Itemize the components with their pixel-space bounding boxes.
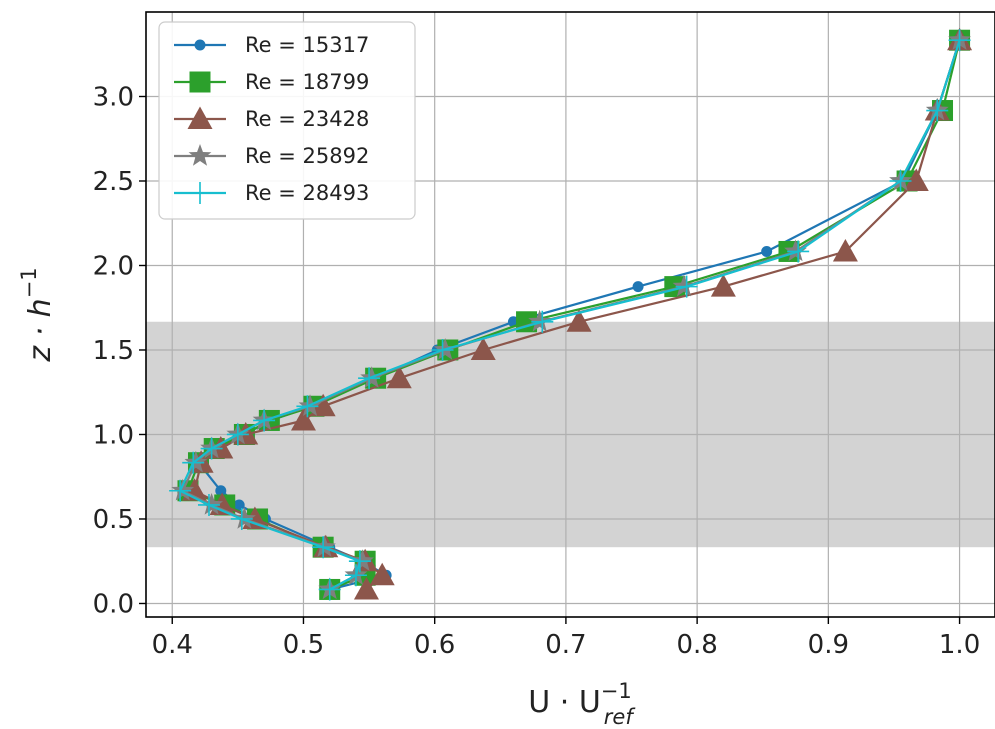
data-point: [903, 168, 929, 191]
legend-box: [158, 21, 416, 220]
y-tick-label: 3.0: [93, 82, 134, 112]
data-point: [358, 367, 381, 390]
data-point: [171, 478, 195, 501]
x-tick-label: 1.0: [939, 630, 980, 660]
y-tick-label: 2.0: [93, 251, 134, 281]
data-point: [233, 506, 256, 529]
data-point: [215, 485, 227, 497]
data-point: [230, 507, 253, 530]
y-tick-label: 0.5: [93, 505, 134, 535]
legend-marker: [187, 106, 213, 129]
data-point: [431, 338, 454, 361]
y-tick-label: 1.5: [93, 336, 134, 366]
data-point: [313, 535, 336, 557]
y-tick-label: 2.5: [93, 167, 134, 197]
y-axis-label: z · h−1: [17, 267, 58, 362]
data-point: [253, 409, 276, 432]
legend-label: Re = 28493: [245, 181, 369, 205]
tick-layer: 0.4 0.5 0.6 0.7 0.8 0.9 1.0 0.0 0.5 1.0 1.5 2.0 2.5 3…: [93, 82, 981, 660]
data-point: [787, 240, 810, 263]
data-point: [832, 238, 858, 262]
series-layer: [169, 27, 973, 601]
data-point: [926, 99, 949, 122]
plot-frame: [145, 11, 995, 618]
data-point: [369, 562, 395, 586]
data-point: [344, 564, 367, 587]
data-point: [312, 536, 335, 559]
data-point: [226, 423, 249, 446]
data-point: [710, 274, 736, 297]
data-point: [675, 275, 698, 298]
grid-layer: [146, 12, 995, 617]
legend-label: Re = 18799: [245, 70, 369, 94]
series-5: [169, 29, 971, 601]
data-point: [348, 550, 371, 573]
data-point: [296, 395, 319, 418]
data-point: [351, 549, 374, 571]
legend-label: Re = 15317: [245, 33, 369, 57]
x-tick-label: 0.4: [152, 630, 193, 660]
legend-marker: [189, 71, 211, 93]
data-point: [566, 309, 592, 332]
data-point: [761, 245, 773, 257]
legend-marker: [189, 182, 211, 204]
data-point: [531, 310, 554, 333]
data-point: [169, 479, 192, 502]
data-point: [182, 451, 205, 474]
y-tick-label: 0.0: [93, 589, 134, 619]
data-point: [386, 365, 412, 389]
x-tick-label: 0.5: [283, 630, 324, 660]
data-point: [233, 499, 245, 511]
data-point: [672, 274, 696, 297]
data-point: [632, 281, 644, 293]
data-point: [197, 493, 220, 516]
x-tick-label: 0.9: [808, 630, 849, 660]
legend-marker: [194, 39, 206, 51]
data-point: [470, 337, 496, 360]
y-tick-label: 1.0: [93, 420, 134, 450]
legend-marker: [188, 144, 212, 166]
data-point: [200, 437, 223, 460]
data-point: [784, 239, 807, 262]
data-point: [528, 309, 552, 332]
data-point: [948, 29, 971, 52]
legend-label: Re = 25892: [245, 144, 369, 168]
data-point: [310, 393, 336, 417]
data-point: [353, 576, 379, 600]
series-line: [179, 39, 961, 591]
x-tick-label: 0.6: [414, 630, 455, 660]
data-point: [318, 578, 341, 601]
data-point: [200, 492, 224, 515]
x-axis-label: U · U−1 ref: [528, 679, 636, 729]
x-tick-label: 0.7: [545, 630, 586, 660]
legend: Re = 15317 Re = 18799 Re = 23428 Re = 25892…: [158, 21, 416, 220]
x-tick-label: 0.8: [676, 630, 717, 660]
data-point: [290, 407, 316, 431]
data-point: [889, 169, 912, 192]
legend-label: Re = 23428: [245, 107, 369, 131]
